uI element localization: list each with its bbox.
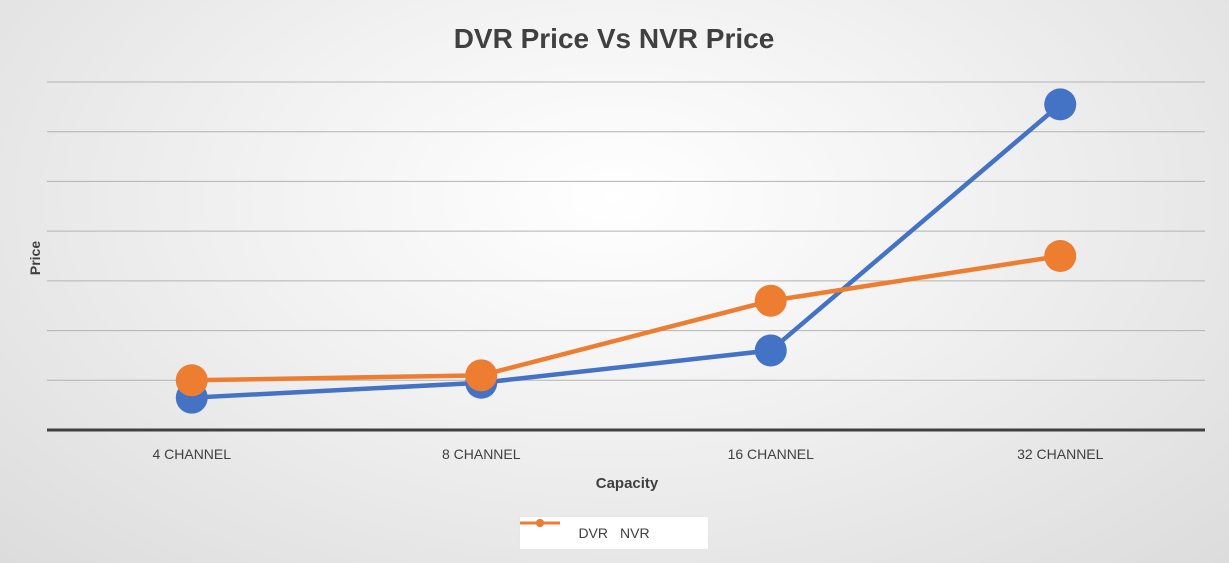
series-line-nvr [189,253,1063,383]
x-tick-label: 32 CHANNEL [1017,446,1104,462]
gridlines [47,81,1205,381]
legend: DVR NVR [519,516,709,550]
data-point-dvr [1044,88,1077,121]
legend-entry-dvr: DVR [520,519,608,541]
data-point-nvr [465,359,498,392]
legend-label-dvr: DVR [578,525,608,541]
x-axis-tick-labels: 4 CHANNEL 8 CHANNEL 16 CHANNEL 32 CHANNEL [152,446,1103,462]
series-layer [175,88,1077,414]
series-dvr [175,88,1077,414]
legend-swatch-nvr [520,519,560,527]
data-point-nvr [175,364,208,397]
series-nvr [175,240,1077,397]
data-point-dvr [754,334,787,367]
legend-entry-nvr: NVR [520,519,650,541]
data-point-nvr [754,284,787,317]
x-axis-title: Capacity [596,475,659,492]
x-tick-label: 4 CHANNEL [152,446,231,462]
chart-title: DVR Price Vs NVR Price [454,23,775,54]
y-axis-title: Price [27,241,43,275]
legend-label-nvr: NVR [620,525,650,541]
x-tick-label: 16 CHANNEL [728,446,815,462]
x-tick-label: 8 CHANNEL [442,446,521,462]
data-point-nvr [1044,240,1077,272]
series-line-dvr [189,102,1063,400]
